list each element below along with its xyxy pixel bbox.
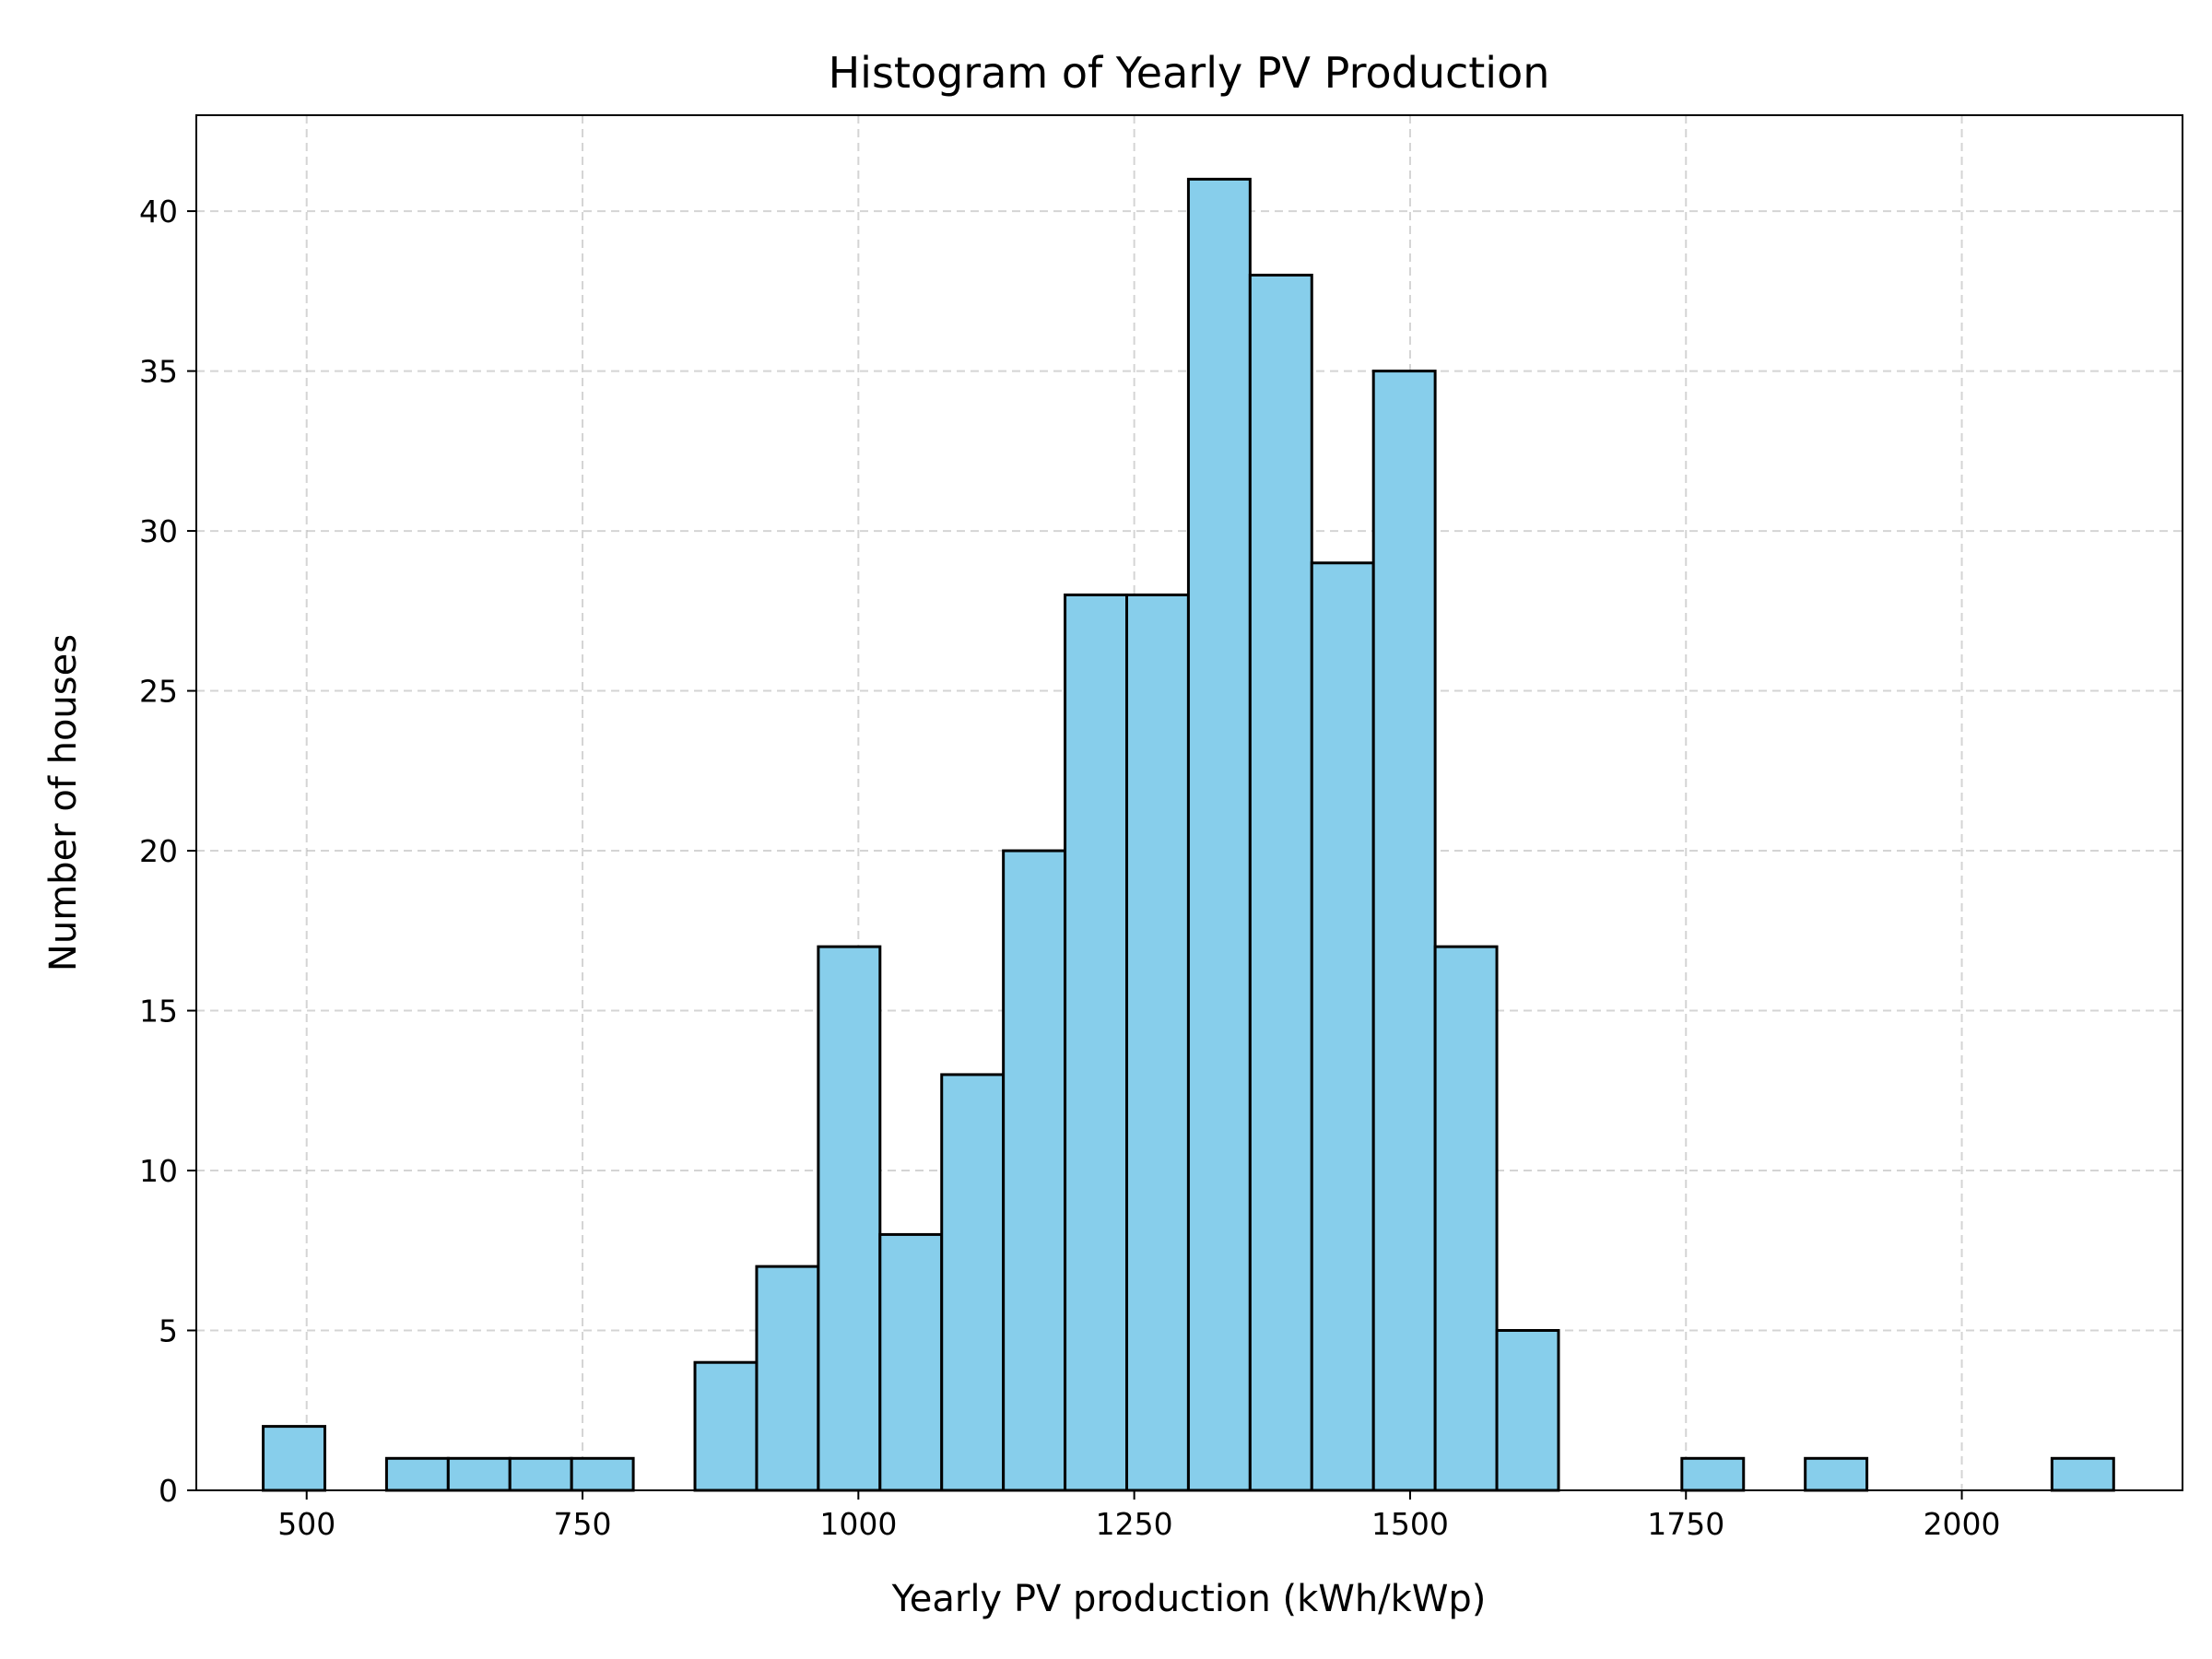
histogram-bar [508, 1456, 573, 1492]
y-tick-label: 15 [139, 994, 178, 1030]
histogram-bar [262, 1425, 326, 1492]
histogram-bar [446, 1456, 512, 1492]
y-tick-label: 5 [159, 1313, 178, 1349]
histogram-bar [1804, 1456, 1869, 1492]
histogram-bar [2050, 1456, 2115, 1492]
y-axis-label: Number of houses [42, 634, 85, 971]
histogram-bar [878, 1232, 944, 1492]
x-tick-label: 1750 [1647, 1506, 1724, 1542]
histogram-bar [817, 945, 882, 1492]
histogram-bar [1186, 177, 1252, 1492]
histogram-bar [1495, 1329, 1560, 1492]
histogram-bar [1680, 1456, 1746, 1492]
y-tick-label: 20 [139, 833, 178, 869]
plot-area-frame [195, 114, 2183, 1491]
histogram-bar [940, 1073, 1006, 1492]
histogram-bar [570, 1456, 635, 1492]
y-tick-label: 0 [159, 1473, 178, 1509]
histogram-bar [384, 1456, 450, 1492]
histogram-bar [755, 1265, 820, 1492]
chart-title: Histogram of Yearly PV Production [829, 48, 1550, 98]
y-tick-label: 40 [139, 194, 178, 229]
histogram-bar [1124, 593, 1190, 1492]
x-tick-label: 750 [554, 1506, 612, 1542]
y-tick-label: 35 [139, 354, 178, 390]
x-axis-ticks: 500 750 1000 1250 1500 1750 2000 [277, 1490, 2001, 1542]
x-tick-label: 500 [277, 1506, 335, 1542]
y-tick-label: 25 [139, 674, 178, 710]
histogram-bar [1002, 849, 1067, 1492]
histogram-bar [1248, 273, 1313, 1492]
y-axis-ticks: 0 5 10 15 20 25 30 35 40 [139, 194, 196, 1509]
histogram-bar [1310, 561, 1375, 1492]
x-tick-label: 1000 [819, 1506, 897, 1542]
histogram-bar [693, 1360, 759, 1492]
grid-lines [196, 115, 2183, 1491]
x-tick-label: 1250 [1096, 1506, 1173, 1542]
histogram-bar [1064, 593, 1128, 1492]
x-tick-label: 2000 [1924, 1506, 2001, 1542]
x-tick-label: 1500 [1371, 1506, 1449, 1542]
y-tick-label: 30 [139, 513, 178, 549]
y-tick-label: 10 [139, 1153, 178, 1189]
histogram-bar [1371, 370, 1437, 1492]
histogram-bar [1433, 945, 1499, 1492]
x-axis-label: Yearly PV production (kWh/kWp) [891, 1578, 1487, 1620]
